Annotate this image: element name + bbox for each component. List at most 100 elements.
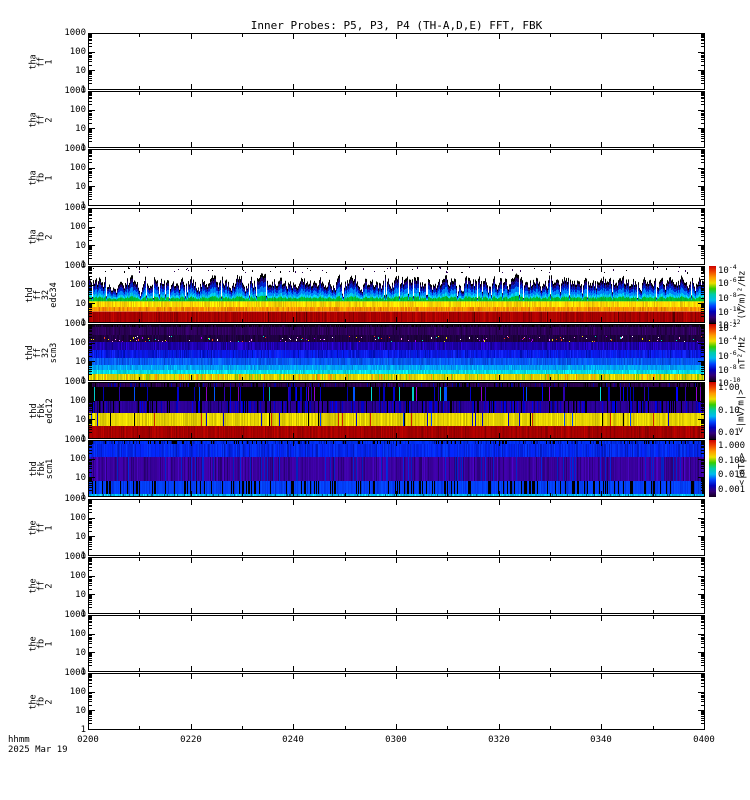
freq-tick-label: 1 [80, 201, 86, 211]
colorbar-unit-label: <|mV/m|> [737, 388, 748, 433]
panel-tha-ff-1: tha ff 1 1000 100 10 1 [0, 28, 750, 95]
freq-tick-label: 10 [75, 532, 86, 542]
freq-tick-label: 100 [69, 47, 86, 57]
spectrogram-canvas-thd-ff-32-scm3 [88, 324, 705, 381]
colorbar-tick-label: 10-6 [718, 276, 737, 289]
panel-the-fb-2: the fb 2 1000 100 10 1 [0, 668, 750, 735]
freq-tick-label: 1 [80, 85, 86, 95]
colorbar-tick-label: 0.100 [718, 456, 746, 466]
time-axis-label: hhmm [8, 735, 30, 745]
panel-label-tha-ff-2: tha ff 2 [28, 111, 55, 128]
empty-panel-canvas-tha-ff-1 [88, 33, 705, 90]
freq-tick-label: 1000 [64, 435, 86, 445]
panel-label-thd-fbk-scm1: thd fbk scm1 [28, 458, 55, 479]
freq-tick-label: 1000 [64, 377, 86, 387]
panel-the-ff-1: the ff 1 1000 100 10 1 [0, 494, 750, 561]
colorbar-unit-label: (V/m)²/Hz [737, 270, 747, 319]
panel-label-tha-fb-1: tha fb 1 [28, 169, 55, 186]
time-tick-label: 0340 [590, 735, 612, 745]
freq-tick-label: 10 [75, 124, 86, 134]
freq-tick-label: 1 [80, 376, 86, 386]
freq-tick-label: 10 [75, 357, 86, 367]
freq-tick-label: 100 [69, 454, 86, 464]
colorbar-tick-label: 10-4 [718, 334, 737, 347]
freq-tick-label: 1000 [64, 203, 86, 213]
panel-thd-fbk-edc12: thd fbk edc12 1000 100 10 1 [0, 377, 750, 444]
colorbar-tick-label: 10-4 [718, 263, 737, 276]
freq-tick-label: 1000 [64, 668, 86, 678]
freq-tick-label: 10 [75, 648, 86, 658]
freq-tick-label: 1 [80, 434, 86, 444]
freq-tick-label: 1 [80, 260, 86, 270]
freq-tick-label: 1000 [64, 86, 86, 96]
colorbar-tick-label: 10-12 [718, 318, 741, 331]
freq-tick-label: 100 [69, 280, 86, 290]
panel-label-thd-ff-32-scm3: thd ff 32 scm3 [24, 342, 59, 363]
colorbar-tick-label: 10-8 [718, 291, 737, 304]
time-tick-label: 0400 [693, 735, 715, 745]
freq-tick-label: 100 [69, 687, 86, 697]
colorbar-tick-label: 10-10 [718, 305, 741, 318]
plot-title: Inner Probes: P5, P3, P4 (TH-A,D,E) FFT,… [250, 19, 543, 32]
colorbar-tick-label: 0.001 [718, 485, 746, 495]
freq-tick-label: 1 [80, 609, 86, 619]
time-tick-label: 0300 [385, 735, 407, 745]
date-label: 2025 Mar 19 [8, 745, 68, 755]
empty-panel-canvas-tha-fb-1 [88, 149, 705, 206]
freq-tick-label: 1 [80, 143, 86, 153]
colorbar-tick-label: 1.00 [718, 383, 740, 393]
freq-tick-label: 1000 [64, 144, 86, 154]
freq-tick-label: 1000 [64, 319, 86, 329]
freq-tick-label: 10 [75, 415, 86, 425]
freq-tick-label: 10 [75, 473, 86, 483]
time-tick-label: 0200 [77, 735, 99, 745]
empty-panel-canvas-the-ff-1 [88, 499, 705, 556]
panel-thd-ff-32-edc34: thd ff 32 edc34 1000 100 10 1 [0, 261, 750, 328]
freq-tick-label: 1000 [64, 28, 86, 38]
panel-label-tha-ff-1: tha ff 1 [28, 53, 55, 70]
freq-tick-label: 100 [69, 105, 86, 115]
panel-label-the-fb-2: the fb 2 [28, 693, 55, 710]
freq-tick-label: 100 [69, 163, 86, 173]
panel-label-the-ff-2: the ff 2 [28, 577, 55, 594]
freq-tick-label: 10 [75, 182, 86, 192]
panel-label-the-fb-1: the fb 1 [28, 635, 55, 652]
freq-tick-label: 1000 [64, 494, 86, 504]
time-tick-label: 0320 [488, 735, 510, 745]
panel-thd-ff-32-scm3: thd ff 32 scm3 1000 100 10 1 [0, 319, 750, 386]
empty-panel-canvas-the-fb-2 [88, 673, 705, 730]
panel-the-fb-1: the fb 1 1000 100 10 1 [0, 610, 750, 677]
spectrogram-canvas-thd-ff-32-edc34 [88, 266, 705, 323]
empty-panel-canvas-the-fb-1 [88, 615, 705, 672]
freq-tick-label: 10 [75, 706, 86, 716]
spectrogram-canvas-thd-fbk-edc12 [88, 382, 705, 439]
freq-tick-label: 1 [80, 667, 86, 677]
freq-tick-label: 100 [69, 629, 86, 639]
time-tick-label: 0220 [180, 735, 202, 745]
freq-tick-label: 100 [69, 396, 86, 406]
freq-tick-label: 1 [80, 725, 86, 735]
empty-panel-canvas-tha-ff-2 [88, 91, 705, 148]
panel-tha-ff-2: tha ff 2 1000 100 10 1 [0, 86, 750, 153]
freq-tick-label: 100 [69, 571, 86, 581]
spectrogram-canvas-thd-fbk-scm1 [88, 440, 705, 497]
colorbar-tick-label: 10-8 [718, 363, 737, 376]
empty-panel-canvas-the-ff-2 [88, 557, 705, 614]
freq-tick-label: 10 [75, 299, 86, 309]
time-tick-label: 0240 [282, 735, 304, 745]
freq-tick-label: 1 [80, 318, 86, 328]
panel-tha-fb-1: tha fb 1 1000 100 10 1 [0, 144, 750, 211]
freq-tick-label: 1 [80, 551, 86, 561]
empty-panel-canvas-tha-fb-2 [88, 208, 705, 265]
panel-thd-fbk-scm1: thd fbk scm1 1000 100 10 1 [0, 435, 750, 502]
colorbar-tick-label: 10-6 [718, 349, 737, 362]
colorbar-tick-label: 0.01 [718, 428, 740, 438]
freq-tick-label: 1000 [64, 610, 86, 620]
freq-tick-label: 1 [80, 492, 86, 502]
panel-label-thd-ff-32-edc34: thd ff 32 edc34 [25, 281, 59, 308]
colorbar-tick-label: 10-2 [718, 321, 737, 334]
freq-tick-label: 1000 [64, 261, 86, 271]
panel-label-thd-fbk-edc12: thd fbk edc12 [29, 397, 55, 424]
freq-tick-label: 10 [75, 590, 86, 600]
panel-label-the-ff-1: the ff 1 [28, 519, 55, 536]
